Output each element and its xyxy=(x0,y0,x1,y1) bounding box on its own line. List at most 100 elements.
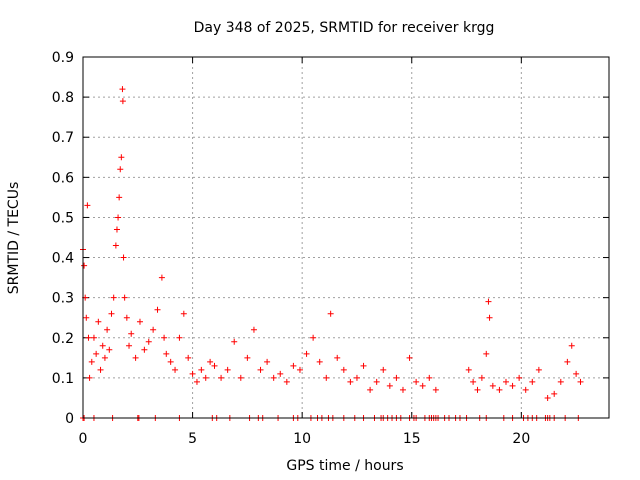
data-point xyxy=(237,374,244,381)
data-point xyxy=(485,298,492,305)
data-point xyxy=(340,366,347,373)
y-tick-label: 0.1 xyxy=(52,371,74,387)
data-point xyxy=(118,154,125,161)
data-point xyxy=(176,334,183,341)
data-point xyxy=(110,294,117,301)
data-point xyxy=(257,366,264,373)
grid-lines xyxy=(83,57,609,418)
data-point xyxy=(270,374,277,381)
data-point xyxy=(185,354,192,361)
data-point xyxy=(116,194,123,201)
plot-frame xyxy=(82,56,610,419)
data-point xyxy=(104,326,111,333)
data-point xyxy=(516,374,523,381)
data-points xyxy=(80,86,584,421)
data-point xyxy=(316,358,323,365)
data-point xyxy=(509,382,516,389)
data-point xyxy=(380,366,387,373)
y-axis-label: SRMTID / TECUs xyxy=(6,182,22,295)
x-tick-label: 15 xyxy=(403,431,421,447)
data-point xyxy=(90,334,97,341)
data-point xyxy=(108,310,115,317)
data-point xyxy=(119,98,126,105)
data-point xyxy=(126,342,133,349)
y-axis-tick-labels: 0 0.1 0.2 0.3 0.4 0.5 0.6 0.7 0.8 0.9 xyxy=(52,50,74,427)
data-point xyxy=(86,374,93,381)
data-point xyxy=(250,326,257,333)
data-point xyxy=(360,362,367,369)
data-point xyxy=(167,358,174,365)
y-tick-label: 0.6 xyxy=(52,170,74,186)
y-tick-label: 0.8 xyxy=(52,90,74,106)
data-point xyxy=(367,386,374,393)
data-point xyxy=(81,262,88,269)
data-point xyxy=(373,378,380,385)
data-point xyxy=(413,378,420,385)
data-point xyxy=(486,314,493,321)
data-point xyxy=(112,242,119,249)
data-point xyxy=(551,390,558,397)
x-tick-label: 0 xyxy=(79,431,88,447)
data-point xyxy=(303,350,310,357)
data-point xyxy=(97,366,104,373)
data-point xyxy=(115,214,122,221)
data-point xyxy=(419,382,426,389)
data-point xyxy=(132,354,139,361)
data-point xyxy=(573,370,580,377)
data-point xyxy=(502,378,509,385)
data-point xyxy=(193,378,200,385)
data-point xyxy=(406,354,413,361)
x-tick-label: 5 xyxy=(188,431,197,447)
x-axis-tick-labels: 0 5 10 15 20 xyxy=(79,431,531,447)
data-point xyxy=(334,354,341,361)
data-point xyxy=(180,310,187,317)
data-point xyxy=(145,338,152,345)
data-point xyxy=(119,86,126,93)
data-point xyxy=(117,166,124,173)
data-point xyxy=(564,358,571,365)
x-tick-label: 20 xyxy=(512,431,530,447)
data-point xyxy=(353,374,360,381)
data-point xyxy=(141,346,148,353)
data-point xyxy=(264,358,271,365)
data-point xyxy=(529,378,536,385)
data-point xyxy=(93,350,100,357)
data-point xyxy=(83,314,90,321)
data-point xyxy=(211,362,218,369)
data-point xyxy=(85,334,92,341)
data-point xyxy=(283,378,290,385)
data-point xyxy=(568,342,575,349)
data-point xyxy=(231,338,238,345)
data-point xyxy=(207,358,214,365)
y-tick-label: 0.9 xyxy=(52,50,74,66)
data-point xyxy=(544,394,551,401)
data-point xyxy=(478,374,485,381)
data-point xyxy=(393,374,400,381)
data-point xyxy=(202,374,209,381)
data-point xyxy=(290,362,297,369)
data-point xyxy=(386,382,393,389)
data-point xyxy=(483,350,490,357)
data-point xyxy=(113,226,120,233)
data-point xyxy=(198,366,205,373)
axis-ticks xyxy=(82,56,609,419)
data-point xyxy=(128,330,135,337)
data-point xyxy=(557,378,564,385)
data-point xyxy=(84,202,91,209)
data-point xyxy=(172,366,179,373)
data-point xyxy=(399,386,406,393)
data-point xyxy=(489,382,496,389)
data-point xyxy=(535,366,542,373)
data-point xyxy=(158,274,165,281)
data-point xyxy=(106,346,113,353)
data-point xyxy=(120,254,127,261)
data-point xyxy=(101,354,108,361)
data-point xyxy=(99,342,106,349)
data-point xyxy=(327,310,334,317)
y-tick-label: 0.7 xyxy=(52,130,74,146)
data-point xyxy=(123,314,130,321)
data-point xyxy=(244,354,251,361)
x-tick-label: 10 xyxy=(293,431,311,447)
data-point xyxy=(310,334,317,341)
